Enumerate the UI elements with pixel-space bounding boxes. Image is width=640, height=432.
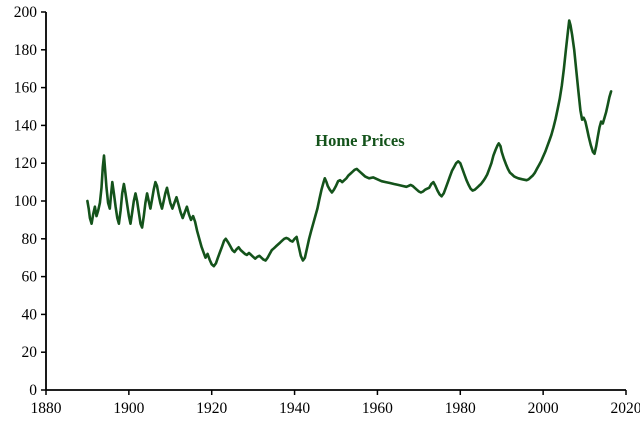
x-tick-label: 1900 xyxy=(113,400,144,417)
x-tick-label: 1940 xyxy=(279,400,310,417)
y-tick-label: 20 xyxy=(22,344,38,361)
y-tick-label: 80 xyxy=(22,231,38,248)
y-tick-label: 100 xyxy=(14,193,38,210)
home-prices-line xyxy=(86,19,613,268)
y-tick-label: 40 xyxy=(22,306,38,323)
series-annotation-label: Home Prices xyxy=(315,131,405,150)
y-tick-label: 120 xyxy=(14,155,38,172)
y-tick-label: 140 xyxy=(14,117,38,134)
x-tick-label: 1880 xyxy=(31,400,62,417)
x-tick-label: 1960 xyxy=(362,400,393,417)
y-tick-label: 0 xyxy=(29,382,37,399)
y-tick-label: 180 xyxy=(14,42,38,59)
y-tick-label: 60 xyxy=(22,269,38,286)
x-tick-label: 1920 xyxy=(196,400,227,417)
y-tick-label: 160 xyxy=(14,80,38,97)
x-tick-label: 1980 xyxy=(445,400,476,417)
x-tick-label: 2000 xyxy=(528,400,559,417)
x-tick-label: 2020 xyxy=(611,400,640,417)
y-tick-label: 200 xyxy=(14,4,38,21)
